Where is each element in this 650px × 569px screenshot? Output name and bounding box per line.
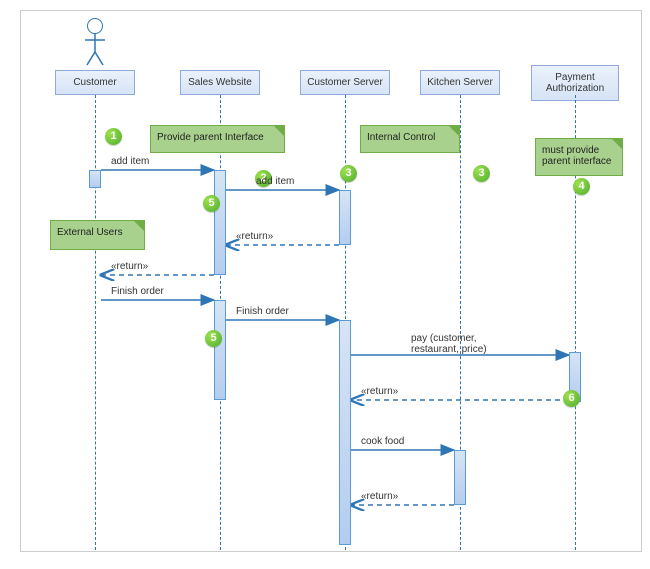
message-label-0: add item (111, 156, 149, 167)
note-internal-control: Internal Control (360, 125, 460, 153)
message-label-9: «return» (361, 491, 398, 502)
message-label-6: pay (customer, restaurant, price) (411, 333, 521, 355)
message-label-7: «return» (361, 386, 398, 397)
message-label-1: add item (256, 176, 294, 187)
message-label-5: Finish order (236, 306, 289, 317)
activation-sales-1 (214, 170, 226, 275)
badge-3-2: 3 (340, 165, 357, 182)
activation-custserver-2 (339, 190, 351, 245)
message-label-8: cook food (361, 436, 404, 447)
lifeline-header-customer: Customer (55, 70, 135, 95)
activation-kitchen-6 (454, 450, 466, 505)
lifeline-header-sales: Sales Website (180, 70, 260, 95)
activation-custserver-4 (339, 320, 351, 545)
lifeline-header-custserver: Customer Server (300, 70, 390, 95)
badge-5-5: 5 (203, 195, 220, 212)
note-external-users: External Users (50, 220, 145, 250)
note-provide-parent: Provide parent Interface (150, 125, 285, 153)
message-label-4: Finish order (111, 286, 164, 297)
message-label-3: «return» (111, 261, 148, 272)
sequence-diagram: Customer Sales Website Customer Server Kitc… (10, 10, 650, 559)
activation-customer-0 (89, 170, 101, 188)
lifeline-header-kitchen: Kitchen Server (420, 70, 500, 95)
badge-6-7: 6 (563, 390, 580, 407)
actor-head (87, 18, 103, 34)
badge-5-6: 5 (205, 330, 222, 347)
activation-sales-3 (214, 300, 226, 400)
badge-1-0: 1 (105, 128, 122, 145)
badge-3-3: 3 (473, 165, 490, 182)
badge-4-4: 4 (573, 178, 590, 195)
lifeline-customer (95, 95, 96, 550)
note-must-provide: must provide parent interface (535, 138, 623, 176)
message-label-2: «return» (236, 231, 273, 242)
